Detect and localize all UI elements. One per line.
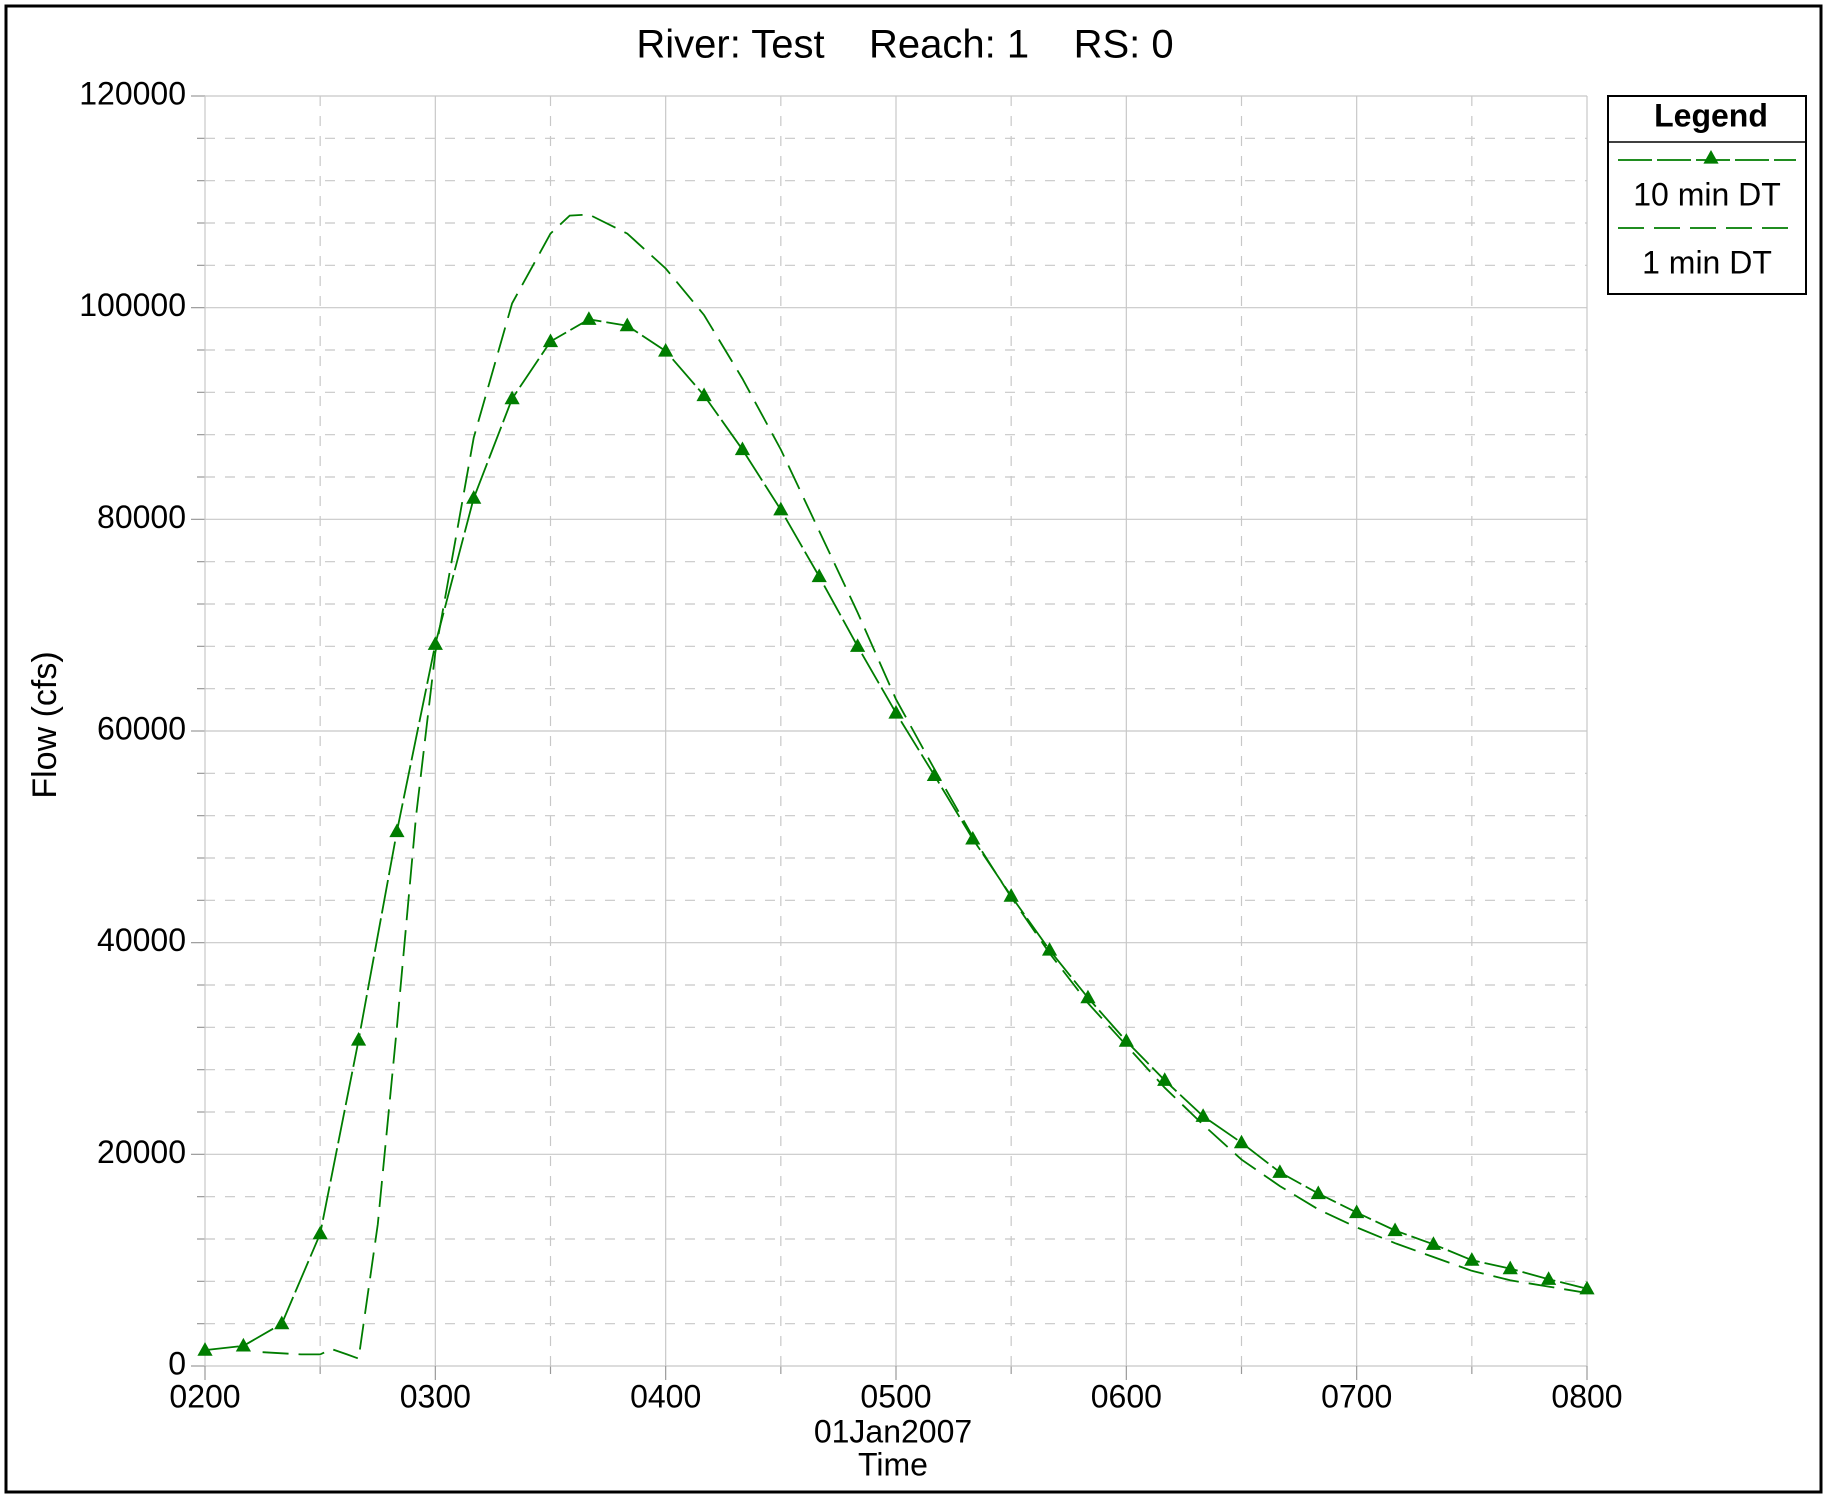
data-point bbox=[312, 1225, 328, 1240]
data-point bbox=[581, 311, 597, 325]
data-point bbox=[1233, 1134, 1250, 1149]
data-point bbox=[235, 1337, 251, 1352]
x-tick-label: 0700 bbox=[1321, 1378, 1392, 1414]
x-axis-label: Time bbox=[858, 1446, 928, 1482]
legend-label: 1 min DT bbox=[1642, 244, 1772, 280]
data-point bbox=[1003, 888, 1019, 902]
data-point bbox=[389, 823, 405, 838]
y-tick-label: 0 bbox=[168, 1345, 186, 1381]
x-tick-label: 0600 bbox=[1091, 1378, 1162, 1414]
data-point bbox=[658, 343, 674, 357]
x-axis-sublabel: 01Jan2007 bbox=[814, 1413, 972, 1449]
series-line bbox=[262, 213, 1588, 1360]
data-point bbox=[427, 636, 443, 650]
y-tick-label: 80000 bbox=[97, 499, 186, 535]
x-tick-label: 0500 bbox=[860, 1378, 931, 1414]
legend-label: 10 min DT bbox=[1633, 176, 1781, 212]
plot bbox=[197, 213, 1595, 1360]
data-point bbox=[1272, 1164, 1288, 1178]
data-point bbox=[773, 501, 789, 516]
data-point bbox=[1425, 1236, 1442, 1250]
y-tick-label: 60000 bbox=[97, 710, 186, 746]
x-tick-label: 0300 bbox=[400, 1378, 471, 1414]
data-point bbox=[1195, 1108, 1211, 1122]
y-tick-label: 40000 bbox=[97, 922, 186, 958]
chart-frame bbox=[4, 4, 1823, 1494]
grid: 0 20000 40000 60000 80000 100000 120000 0200 030… bbox=[79, 75, 1622, 1414]
data-point bbox=[350, 1032, 367, 1046]
y-axis-label: Flow (cfs) bbox=[26, 651, 64, 798]
x-tick-label: 0200 bbox=[169, 1378, 240, 1414]
data-point bbox=[1541, 1271, 1557, 1285]
data-point bbox=[1579, 1280, 1595, 1295]
data-point bbox=[1387, 1222, 1403, 1237]
x-tick-label: 0400 bbox=[630, 1378, 701, 1414]
data-point bbox=[466, 490, 482, 504]
data-point bbox=[811, 568, 827, 583]
data-point bbox=[1118, 1033, 1134, 1047]
legend-box bbox=[1607, 95, 1807, 295]
chart-title: River: Test Reach: 1 RS: 0 bbox=[636, 23, 1173, 67]
legend: Legend 10 min DT 1 min DT bbox=[1607, 95, 1807, 295]
data-point bbox=[1464, 1252, 1480, 1266]
data-point bbox=[1310, 1185, 1326, 1200]
data-point bbox=[274, 1315, 290, 1330]
data-point bbox=[504, 390, 520, 405]
y-tick-label: 120000 bbox=[79, 75, 186, 111]
data-point bbox=[1349, 1204, 1365, 1219]
data-point bbox=[1041, 942, 1058, 956]
data-point bbox=[197, 1342, 213, 1356]
legend-title: Legend bbox=[1654, 97, 1768, 133]
data-point bbox=[1502, 1260, 1518, 1275]
data-point bbox=[542, 333, 559, 348]
legend-marker bbox=[1703, 150, 1719, 164]
data-point bbox=[888, 705, 904, 719]
data-point bbox=[926, 767, 942, 782]
y-tick-label: 100000 bbox=[79, 287, 186, 323]
data-point bbox=[1080, 989, 1096, 1004]
data-point bbox=[696, 387, 712, 402]
y-tick-label: 20000 bbox=[97, 1134, 186, 1170]
x-tick-label: 0800 bbox=[1551, 1378, 1622, 1414]
data-point bbox=[850, 638, 866, 652]
data-point bbox=[619, 317, 635, 332]
data-point bbox=[734, 441, 751, 456]
